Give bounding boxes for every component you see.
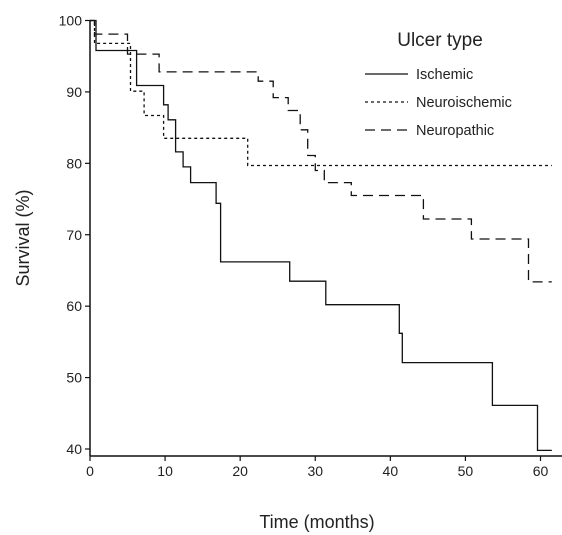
legend-label-neuroischemic: Neuroischemic bbox=[416, 95, 512, 111]
x-tick-label: 20 bbox=[232, 463, 248, 479]
series-line-neuropathic bbox=[90, 19, 552, 283]
y-tick-label: 70 bbox=[66, 227, 82, 243]
y-tick-label: 60 bbox=[66, 298, 82, 314]
x-tick-label: 60 bbox=[533, 463, 549, 479]
ticks-layer: 40 50 60 70 80 90 100 0 10 20 30 40 50 60 bbox=[59, 13, 549, 480]
x-tick-label: 10 bbox=[157, 463, 173, 479]
x-tick-label: 30 bbox=[307, 463, 323, 479]
y-tick-label: 40 bbox=[66, 441, 82, 457]
legend-label-ischemic: Ischemic bbox=[416, 67, 473, 83]
x-tick-label: 50 bbox=[458, 463, 474, 479]
legend-label-neuropathic: Neuropathic bbox=[416, 123, 494, 139]
y-tick-label: 80 bbox=[66, 155, 82, 171]
series-layer bbox=[90, 19, 552, 452]
y-tick-label: 100 bbox=[59, 13, 83, 29]
x-axis-title: Time (months) bbox=[259, 512, 374, 532]
y-tick-label: 50 bbox=[66, 370, 82, 386]
x-tick-label: 40 bbox=[383, 463, 399, 479]
legend: Ulcer type Ischemic Neuroischemic Neuropat… bbox=[365, 30, 512, 139]
legend-items: Ischemic Neuroischemic Neuropathic bbox=[365, 67, 512, 139]
series-line-ischemic bbox=[90, 19, 552, 452]
y-tick-label: 90 bbox=[66, 84, 82, 100]
legend-title: Ulcer type bbox=[397, 30, 483, 51]
x-tick-label: 0 bbox=[86, 463, 94, 479]
y-axis-title: Survival (%) bbox=[13, 189, 33, 286]
